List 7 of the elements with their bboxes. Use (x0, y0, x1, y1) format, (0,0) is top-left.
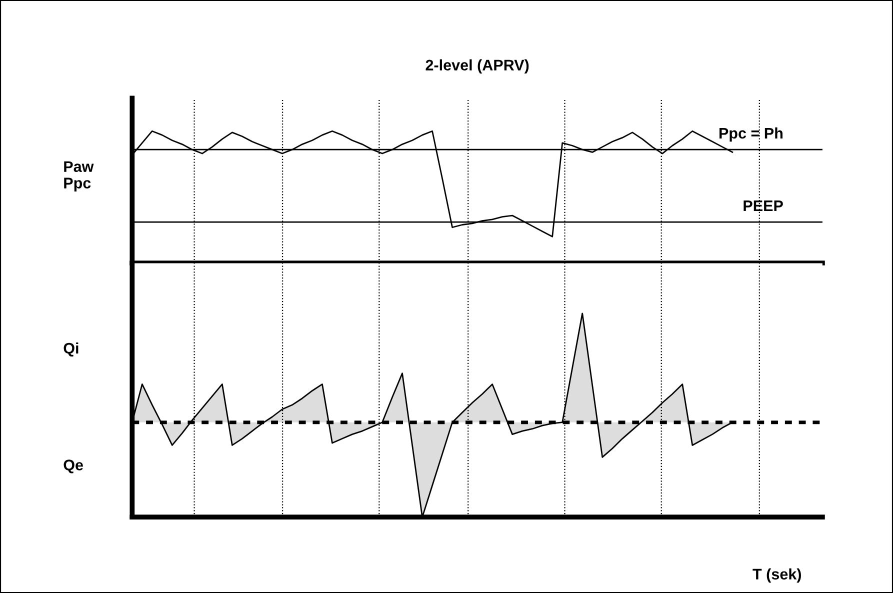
ref-line-label: Ppc = Ph (720, 127, 782, 142)
chart-title: 2-level (APRV) (426, 59, 529, 74)
ref-line-label: PEEP (744, 200, 783, 212)
text: Qe (64, 460, 83, 474)
x-axis-title: T (sek) (752, 568, 801, 583)
y-axis-title: Paw Ppc (64, 161, 94, 192)
text: Qi (64, 342, 78, 357)
